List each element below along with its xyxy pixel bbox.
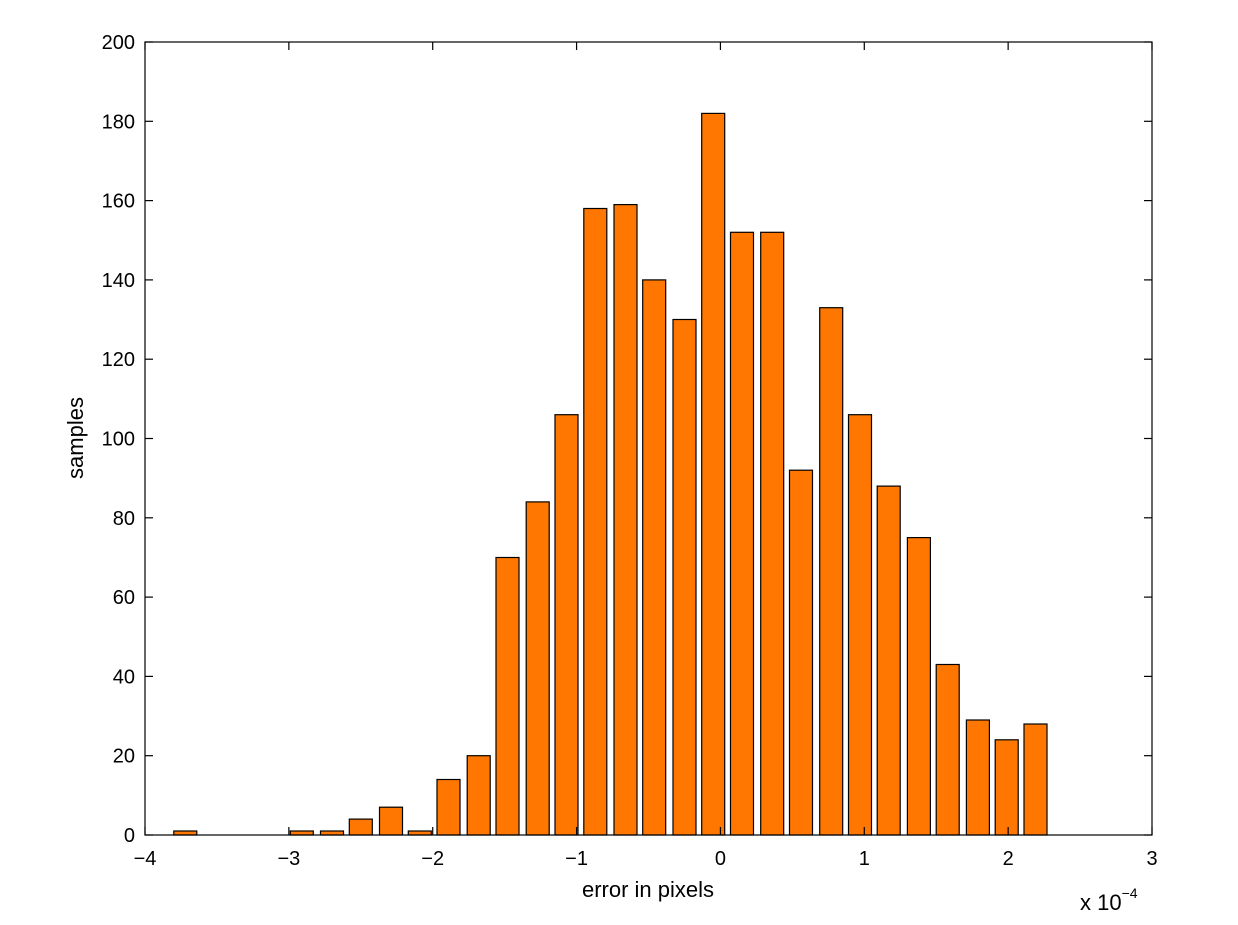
histogram-bar [348, 818, 373, 836]
bars-group [173, 112, 1048, 836]
x-tick-label: 2 [1003, 848, 1014, 870]
histogram-bar [613, 204, 638, 836]
y-tick-label: 140 [102, 270, 135, 292]
histogram-bar [876, 485, 901, 836]
histogram-bar [729, 231, 755, 836]
histogram-bar [554, 414, 579, 836]
histogram-bar [672, 318, 697, 836]
x-tick-label: 3 [1146, 848, 1157, 870]
y-tick-label: 40 [113, 666, 135, 688]
histogram-bar [466, 755, 491, 836]
y-tick-label: 180 [102, 111, 135, 133]
x-tick-label: 0 [715, 848, 726, 870]
histogram-bar [788, 469, 814, 836]
x-tick-label: −3 [277, 848, 300, 870]
histogram-bar [495, 556, 520, 836]
x-multiplier-exponent: −4 [1122, 885, 1138, 901]
x-multiplier-label: x 10−4 [1080, 885, 1138, 915]
x-multiplier-base: x 10 [1080, 890, 1122, 915]
x-axis-label: error in pixels [582, 877, 714, 902]
histogram-bar [847, 414, 873, 836]
histogram-bar [965, 719, 991, 836]
histogram-bar [701, 112, 726, 836]
y-tick-label: 0 [124, 825, 135, 847]
y-tick-label: 20 [113, 746, 135, 768]
x-tick-label: 1 [859, 848, 870, 870]
ticks-group: −4 −3 −2 −1 0 1 2 3 0 20 40 60 80 100 120 140 160 180 200 [102, 32, 1158, 870]
histogram-bar [1023, 723, 1048, 836]
y-tick-label: 80 [113, 508, 135, 530]
x-tick-label: −1 [565, 848, 588, 870]
histogram-bar [583, 207, 608, 836]
x-tick-label: −2 [421, 848, 444, 870]
y-tick-label: 160 [102, 191, 135, 213]
histogram-bar [760, 231, 785, 836]
y-tick-label: 100 [102, 429, 135, 451]
histogram-bar [642, 279, 667, 836]
histogram-bar [935, 663, 960, 836]
x-tick-label: −4 [134, 848, 157, 870]
y-tick-label: 120 [102, 349, 135, 371]
histogram-bar [906, 536, 932, 836]
histogram-bar [436, 778, 461, 836]
histogram-bar [994, 739, 1019, 836]
y-axis-label: samples [63, 397, 88, 479]
y-tick-label: 60 [113, 587, 135, 609]
histogram-bar [525, 501, 550, 836]
histogram-bar [378, 806, 404, 836]
y-tick-label: 200 [102, 32, 135, 54]
histogram-bar [819, 307, 844, 836]
